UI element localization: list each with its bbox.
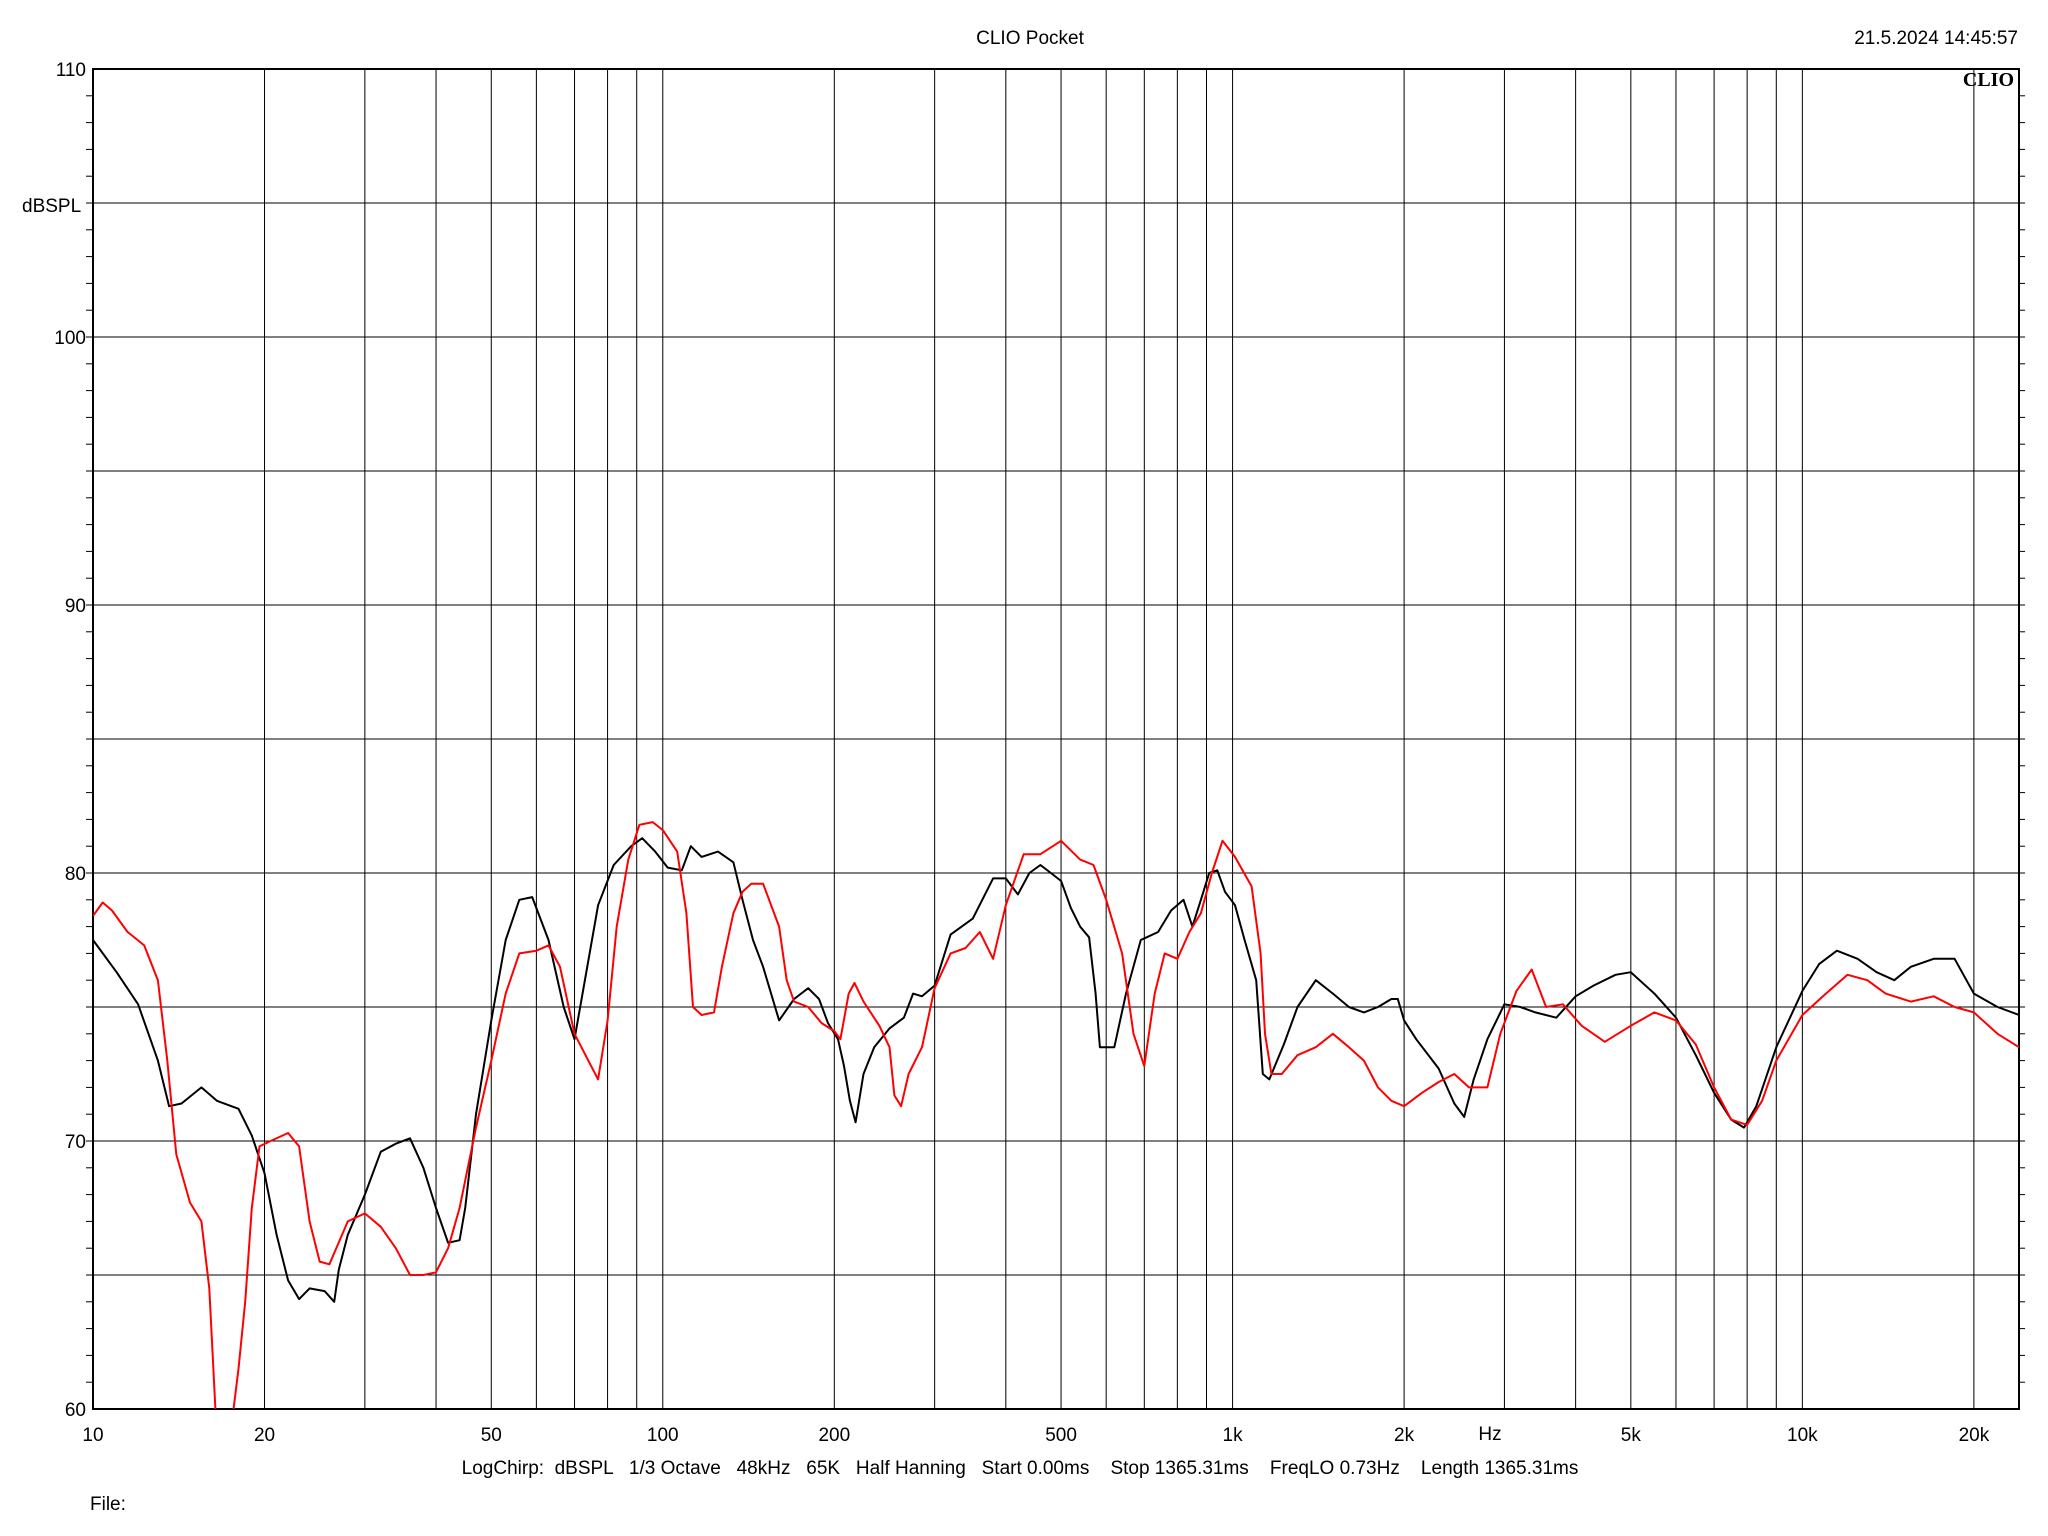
- y-tick-label: 110: [56, 60, 86, 81]
- x-tick-label: 200: [818, 1425, 850, 1446]
- y-tick-label: 70: [65, 1132, 86, 1153]
- series-group: [93, 821, 2019, 1409]
- series-line-1: [93, 837, 2019, 1303]
- clio-logo: CLIO: [1963, 69, 2014, 91]
- plot-grid: [86, 68, 2025, 1410]
- timestamp: 21.5.2024 14:45:57: [1854, 28, 2018, 49]
- y-tick-labels: 60 70 80 90 100 110: [54, 60, 86, 1421]
- x-tick-label: 10k: [1787, 1425, 1818, 1446]
- x-tick-labels: 10 20 50 100 200 500 1k 2k 5k 10k 20k: [82, 1425, 1989, 1446]
- y-tick-label: 90: [65, 596, 86, 617]
- series-line-2: [93, 821, 2019, 1409]
- plot-frame: [92, 68, 2020, 1410]
- x-tick-label: 2k: [1394, 1425, 1415, 1446]
- x-tick-label: 1k: [1223, 1425, 1244, 1446]
- y-axis-label: dBSPL: [22, 196, 81, 217]
- y-tick-label: 80: [65, 864, 86, 885]
- x-tick-label: 20: [254, 1425, 275, 1446]
- x-tick-label: 20k: [1959, 1425, 1990, 1446]
- x-tick-label: 50: [481, 1425, 502, 1446]
- chart-title: CLIO Pocket: [976, 28, 1084, 49]
- y-tick-label: 100: [54, 328, 86, 349]
- x-axis-label: Hz: [1478, 1424, 1501, 1445]
- file-label: File:: [90, 1494, 126, 1515]
- x-tick-label: 5k: [1621, 1425, 1642, 1446]
- measurement-settings: LogChirp: dBSPL 1/3 Octave 48kHz 65K Hal…: [462, 1458, 1579, 1479]
- x-tick-label: 10: [82, 1425, 103, 1446]
- x-tick-label: 500: [1045, 1425, 1077, 1446]
- x-tick-label: 100: [647, 1425, 679, 1446]
- y-tick-label: 60: [65, 1400, 86, 1421]
